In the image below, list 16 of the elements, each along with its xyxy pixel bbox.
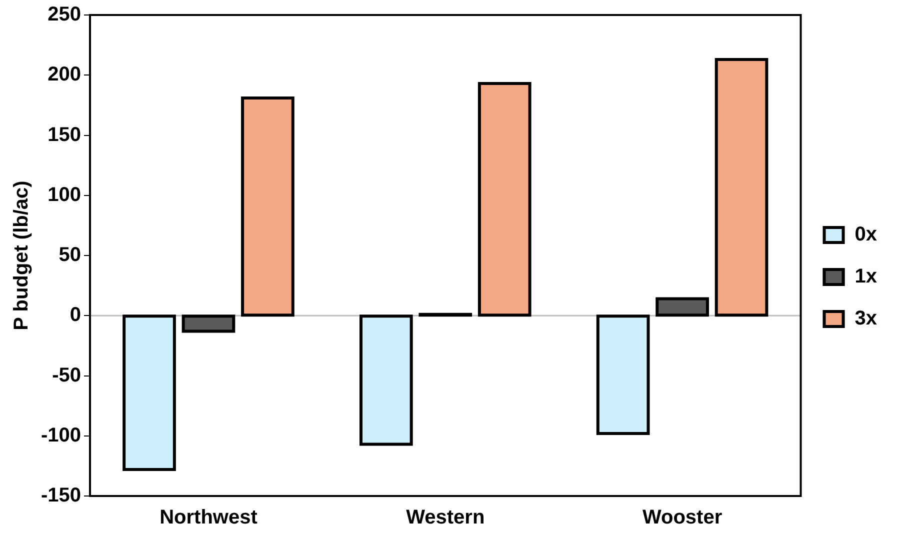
y-axis-title: P budget (lb/ac) (10, 180, 33, 330)
y-tick-label: 100 (48, 184, 82, 206)
x-tick-label: Northwest (160, 506, 258, 529)
legend-label: 3x (854, 308, 878, 330)
y-tick-label: -50 (52, 364, 82, 386)
legend-label: 0x (854, 224, 878, 246)
x-tick-label: Western (406, 506, 485, 529)
legend-label: 1x (854, 266, 878, 288)
y-tick-label: 200 (48, 64, 82, 86)
x-tick-label: Wooster (642, 506, 722, 529)
y-tick-label: 150 (48, 124, 82, 146)
y-tick-label: 250 (48, 4, 82, 26)
y-tick-label: 0 (70, 304, 82, 326)
y-tick-label: 50 (58, 244, 82, 266)
y-tick-label: -150 (41, 484, 82, 507)
y-tick-label: -100 (41, 424, 82, 446)
